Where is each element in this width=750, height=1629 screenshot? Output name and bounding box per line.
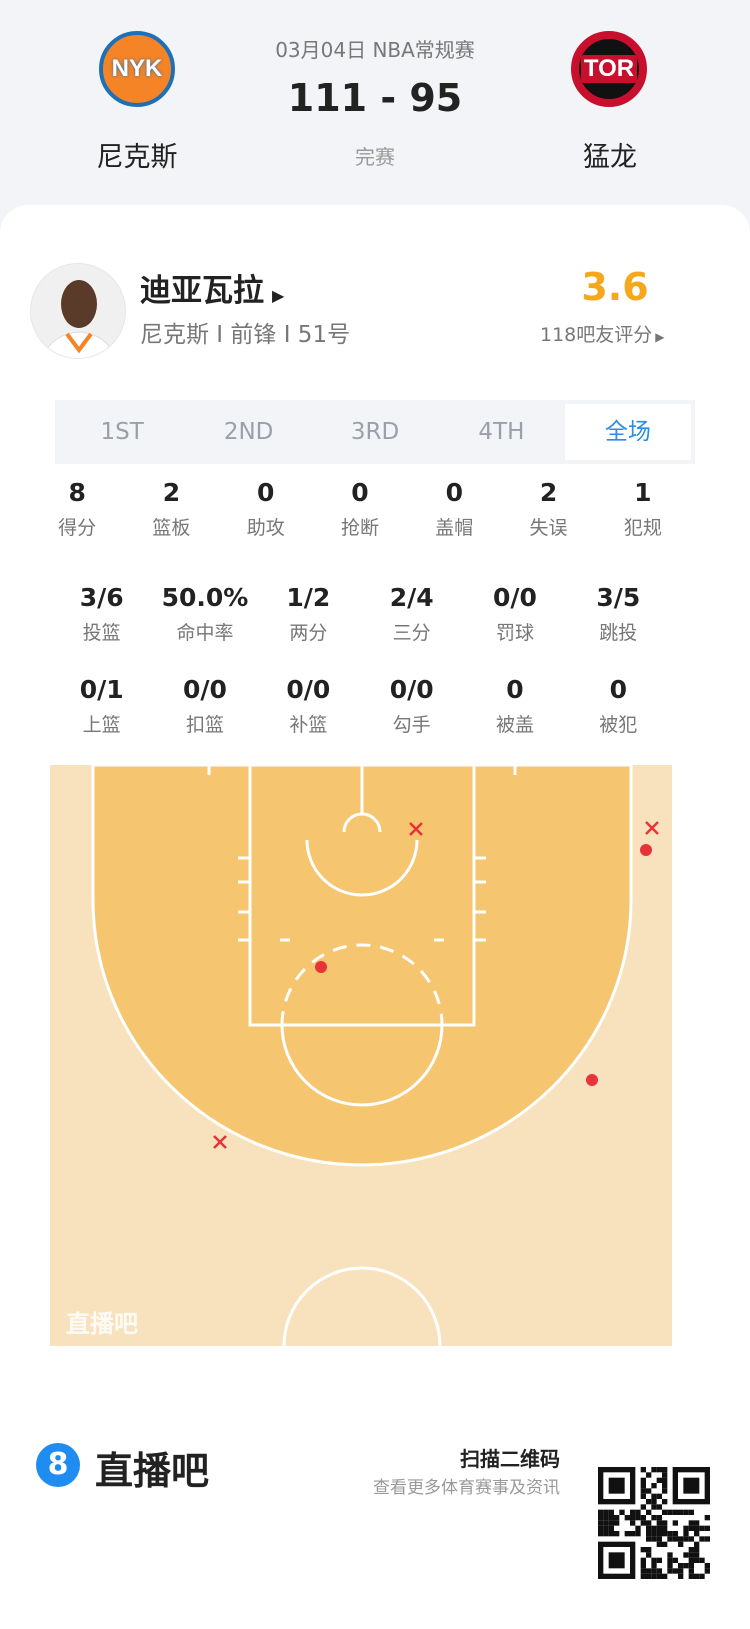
stat-value: 0/0 xyxy=(493,583,537,612)
stat-value: 0 xyxy=(351,478,369,507)
stat-value: 0/0 xyxy=(183,675,227,704)
stat-label: 犯规 xyxy=(623,517,662,539)
tab-full-game[interactable]: 全场 xyxy=(564,404,692,460)
stat-label: 助攻 xyxy=(246,517,285,539)
stat-value: 8 xyxy=(68,478,86,507)
stat-label: 上篮 xyxy=(82,714,121,736)
player-info: 尼克斯 I 前锋 I 51号 xyxy=(140,322,351,348)
shot-made-marker xyxy=(586,1074,598,1086)
stats-row-shooting: 3/6 投篮 50.0% 命中率 1/2 两分 2/4 三分 0/0 罚球 3/5 跳投 xyxy=(50,583,670,645)
stat-label: 勾手 xyxy=(392,714,431,736)
stats-row-basic: 8 得分 2 篮板 0 助攻 0 抢断 0 盖帽 2 失误 1 犯规 xyxy=(30,478,690,540)
stats-row-shot-types: 0/1 上篮 0/0 扣篮 0/0 补篮 0/0 勾手 0 被盖 0 被犯 xyxy=(50,675,670,737)
stat-item: 0/1 上篮 xyxy=(50,675,153,737)
stat-label: 跳投 xyxy=(599,622,638,644)
three-point-line xyxy=(91,765,633,1167)
stat-label: 盖帽 xyxy=(435,517,474,539)
stat-value: 0/0 xyxy=(286,675,331,704)
shot-made-marker xyxy=(640,844,652,856)
shot-missed-marker xyxy=(645,821,659,835)
stat-item: 0/0 勾手 xyxy=(360,675,463,737)
rating-link[interactable]: 118吧友评分 ▶ xyxy=(540,324,665,346)
scan-subtitle: 查看更多体育赛事及资讯 xyxy=(373,1478,560,1498)
stat-value: 0 xyxy=(445,478,463,507)
stat-label: 命中率 xyxy=(176,622,234,644)
free-throw-circle-bottom xyxy=(280,1024,444,1107)
stat-item: 3/5 跳投 xyxy=(567,583,670,645)
stat-label: 得分 xyxy=(58,517,97,539)
stat-label: 扣篮 xyxy=(185,714,224,736)
brand-badge-icon: 8 xyxy=(36,1443,80,1487)
stat-value: 3/5 xyxy=(596,583,641,612)
shot-chart: 直播吧 xyxy=(50,765,672,1346)
restricted-area xyxy=(305,839,419,897)
scan-title: 扫描二维码 xyxy=(460,1447,560,1471)
shot-missed-marker xyxy=(409,822,423,836)
stat-value: 1/2 xyxy=(286,583,331,612)
stat-value: 2 xyxy=(162,478,181,507)
stat-item: 0/0 补篮 xyxy=(257,675,360,737)
stat-value: 3/6 xyxy=(79,583,124,612)
paint xyxy=(248,765,476,1027)
away-team-name: 猛龙 xyxy=(583,142,637,173)
stat-value: 0 xyxy=(609,675,627,704)
player-name-link[interactable]: 迪亚瓦拉 ▶ xyxy=(140,273,285,309)
stat-label: 补篮 xyxy=(289,714,328,736)
stat-value: 50.0% xyxy=(161,583,249,612)
stat-label: 被犯 xyxy=(599,714,638,736)
stat-item: 0 助攻 xyxy=(219,478,313,540)
stat-value: 0 xyxy=(257,478,275,507)
player-avatar[interactable] xyxy=(30,263,126,359)
home-team-name: 尼克斯 xyxy=(96,142,178,173)
stat-value: 0/0 xyxy=(389,675,434,704)
match-score: 111 - 95 xyxy=(287,76,463,120)
period-tabs: 1ST 2ND 3RD 4TH 全场 xyxy=(55,400,695,464)
stat-label: 被盖 xyxy=(495,714,534,736)
stat-item: 2 失误 xyxy=(501,478,595,540)
stat-item: 0 盖帽 xyxy=(407,478,501,540)
stat-value: 1 xyxy=(634,478,652,507)
stat-label: 两分 xyxy=(289,622,328,644)
stat-value: 0 xyxy=(506,675,524,704)
stat-item: 0 被犯 xyxy=(567,675,670,737)
shot-made-marker xyxy=(315,961,327,973)
stat-item: 0/0 罚球 xyxy=(463,583,566,645)
free-throw-circle-top xyxy=(280,943,444,1026)
shot-missed-marker xyxy=(213,1135,227,1149)
stat-label: 失误 xyxy=(529,517,568,539)
stat-item: 8 得分 xyxy=(30,478,124,540)
stat-item: 50.0% 命中率 xyxy=(153,583,256,645)
caret-right-icon: ▶ xyxy=(655,330,665,344)
away-team-logo[interactable]: TOR xyxy=(571,31,647,107)
brand-name: 直播吧 xyxy=(95,1449,210,1493)
center-circle xyxy=(282,1266,442,1346)
stat-item: 0/0 扣篮 xyxy=(153,675,256,737)
caret-right-icon: ▶ xyxy=(272,286,285,305)
tab-4th[interactable]: 4TH xyxy=(478,419,525,445)
home-team-logo[interactable]: NYK xyxy=(99,31,175,107)
tab-1st[interactable]: 1ST xyxy=(100,419,144,445)
tab-2nd[interactable]: 2ND xyxy=(223,419,274,445)
stat-item: 1/2 两分 xyxy=(257,583,360,645)
watermark: 直播吧 xyxy=(66,1310,138,1338)
qr-code[interactable] xyxy=(598,1467,710,1579)
match-date-league: 03月04日 NBA常规赛 xyxy=(275,38,475,62)
stat-value: 2/4 xyxy=(389,583,434,612)
stat-label: 罚球 xyxy=(495,622,534,644)
stat-item: 0 被盖 xyxy=(463,675,566,737)
stat-value: 0/1 xyxy=(79,675,124,704)
stat-item: 0 抢断 xyxy=(313,478,407,540)
player-rating: 3.6 xyxy=(581,265,649,309)
stat-label: 篮板 xyxy=(152,517,191,539)
stat-item: 2/4 三分 xyxy=(360,583,463,645)
stat-item: 2 篮板 xyxy=(124,478,218,540)
tab-3rd[interactable]: 3RD xyxy=(350,419,400,445)
stat-value: 2 xyxy=(539,478,558,507)
stat-label: 三分 xyxy=(392,622,431,644)
stat-label: 抢断 xyxy=(340,517,379,539)
stat-item: 3/6 投篮 xyxy=(50,583,153,645)
stat-label: 投篮 xyxy=(82,622,121,644)
match-status: 完赛 xyxy=(355,145,395,169)
stat-item: 1 犯规 xyxy=(596,478,690,540)
